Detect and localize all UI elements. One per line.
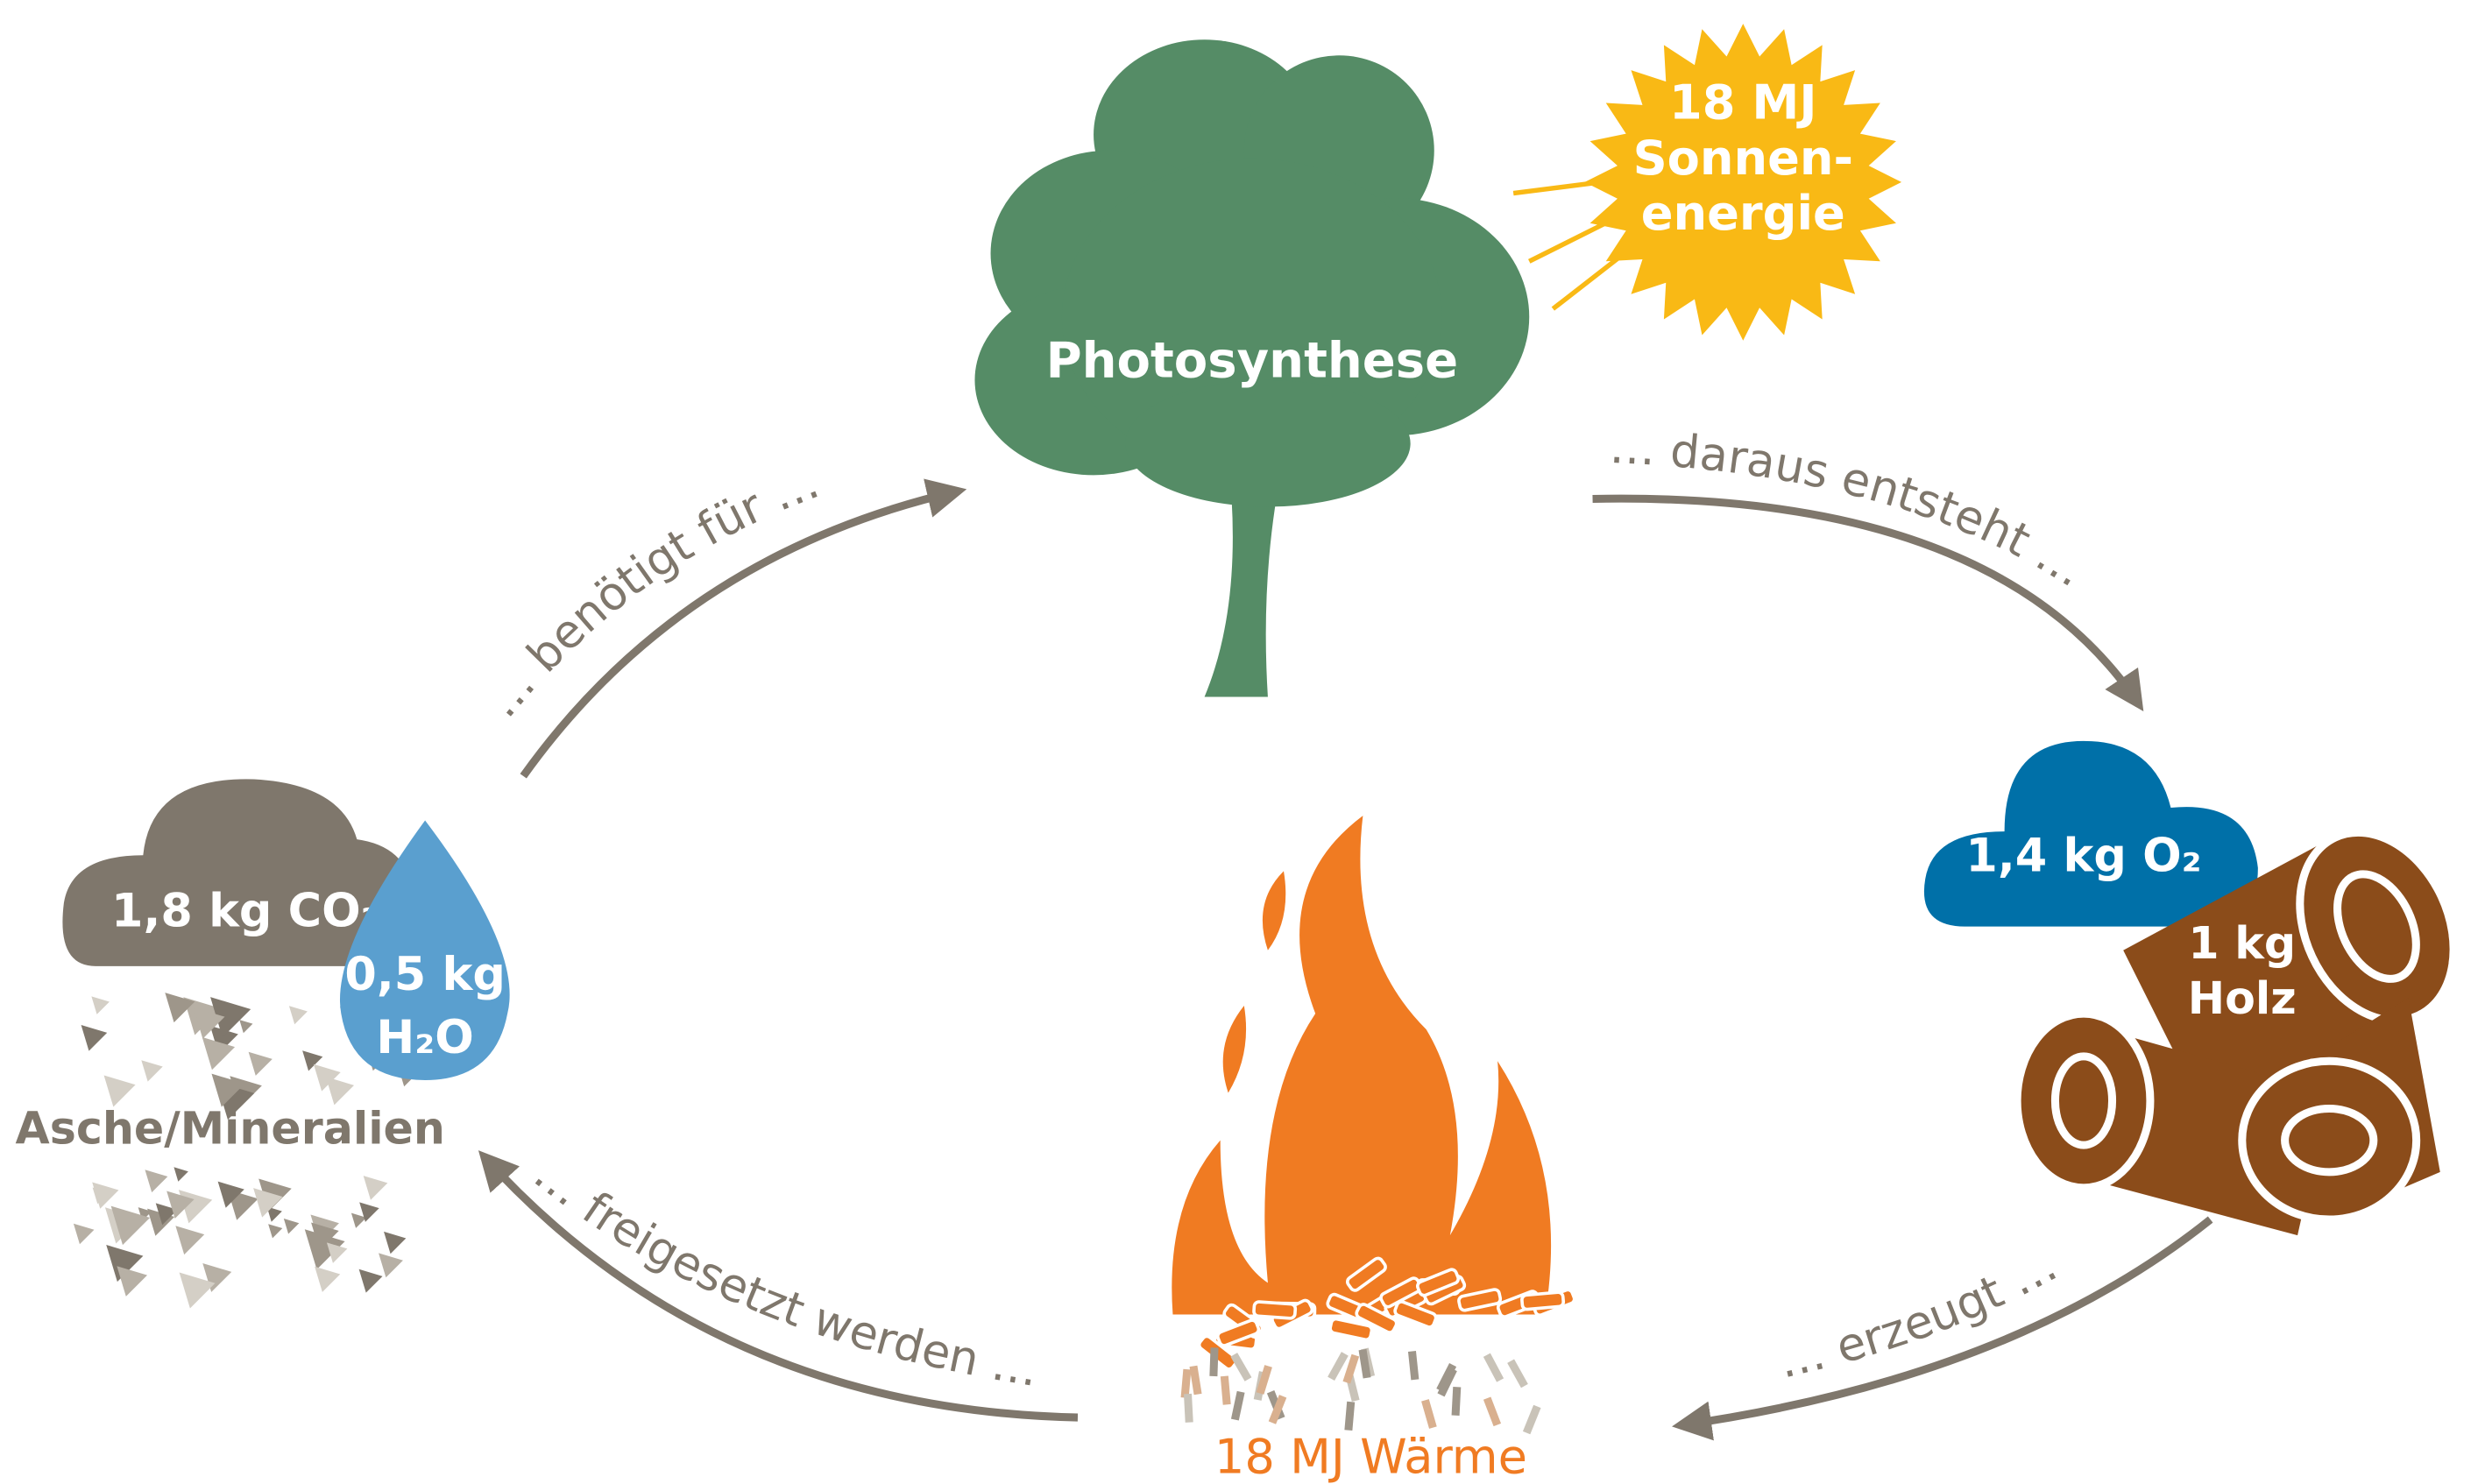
- ray: [1529, 222, 1608, 261]
- water-label: 0,5 kg: [344, 948, 505, 1001]
- wood-label: 1 kg: [2188, 917, 2296, 969]
- pellet: [1190, 1366, 1202, 1396]
- ash-triangle: [379, 1253, 403, 1277]
- ash-label: Asche/Mineralien: [16, 1102, 445, 1154]
- crown: [1125, 380, 1410, 507]
- ash-triangle: [249, 1052, 273, 1076]
- flame: [1263, 871, 1285, 950]
- sun-label: Sonnen-: [1633, 131, 1853, 186]
- log-end: [2017, 1014, 2150, 1188]
- sun-label: 18 MJ: [1669, 75, 1816, 131]
- pellet: [1521, 1292, 1563, 1310]
- edge-label: … benötigt für …: [475, 456, 826, 728]
- pellet: [1421, 1399, 1437, 1429]
- tree-label: Photosynthese: [1046, 332, 1459, 389]
- pellet: [1254, 1302, 1296, 1319]
- ray: [1553, 253, 1624, 308]
- ash-triangle: [175, 1226, 204, 1254]
- pellet: [1231, 1391, 1245, 1421]
- sun-label: energie: [1641, 186, 1845, 241]
- log-end: [2242, 1061, 2417, 1219]
- edge-label: … daraus entsteht …: [1608, 420, 2093, 598]
- pellet: [1181, 1369, 1192, 1398]
- ash-triangle: [384, 1232, 406, 1254]
- ash-triangle: [74, 1224, 95, 1245]
- pellet: [1507, 1359, 1528, 1388]
- water-label: H₂O: [376, 1011, 473, 1064]
- diagram: … daraus entsteht … … erzeugt … … freige…: [0, 0, 2485, 1484]
- page: … daraus entsteht … … erzeugt … … freige…: [0, 0, 2485, 1484]
- pellet: [1408, 1351, 1419, 1380]
- ash-triangle: [117, 1266, 147, 1297]
- pellet: [1184, 1394, 1193, 1423]
- sun-rays: [1513, 182, 1625, 309]
- ash-triangle: [239, 1020, 252, 1033]
- pellet: [1452, 1387, 1462, 1416]
- ash-triangle: [145, 1170, 167, 1192]
- edge-label: … erzeugt …: [1773, 1238, 2066, 1389]
- ash-triangle: [289, 1006, 308, 1024]
- ash-triangle: [81, 1025, 108, 1051]
- fire-label: 18 MJ Wärme: [1214, 1429, 1527, 1484]
- edge-label-text: … daraus entsteht …: [1608, 420, 2093, 598]
- ash-triangle: [284, 1219, 299, 1233]
- ray: [1513, 182, 1600, 194]
- ash-triangle: [268, 1224, 282, 1238]
- pellet: [1483, 1353, 1504, 1382]
- fire: [1172, 816, 1551, 1314]
- ash-triangle: [173, 1167, 188, 1181]
- pellet: [1209, 1347, 1218, 1376]
- arrow: [1593, 498, 2140, 704]
- pellet: [1344, 1402, 1355, 1431]
- pellet: [1221, 1375, 1231, 1404]
- ash-triangle: [359, 1269, 383, 1293]
- ash-triangle: [364, 1176, 388, 1200]
- ash-triangle: [315, 1267, 340, 1292]
- oxygen-label: 1,4 kg O₂: [1965, 829, 2201, 882]
- ash-triangle: [91, 996, 110, 1014]
- co2-label: 1,8 kg CO₂: [111, 885, 381, 938]
- pellet: [1483, 1396, 1501, 1426]
- edge-label-text: … erzeugt …: [1773, 1238, 2066, 1389]
- flame: [1223, 1006, 1246, 1092]
- wood-label: Holz: [2188, 972, 2297, 1024]
- ash-triangle: [141, 1060, 162, 1081]
- edge-label-text: … benötigt für …: [475, 456, 826, 728]
